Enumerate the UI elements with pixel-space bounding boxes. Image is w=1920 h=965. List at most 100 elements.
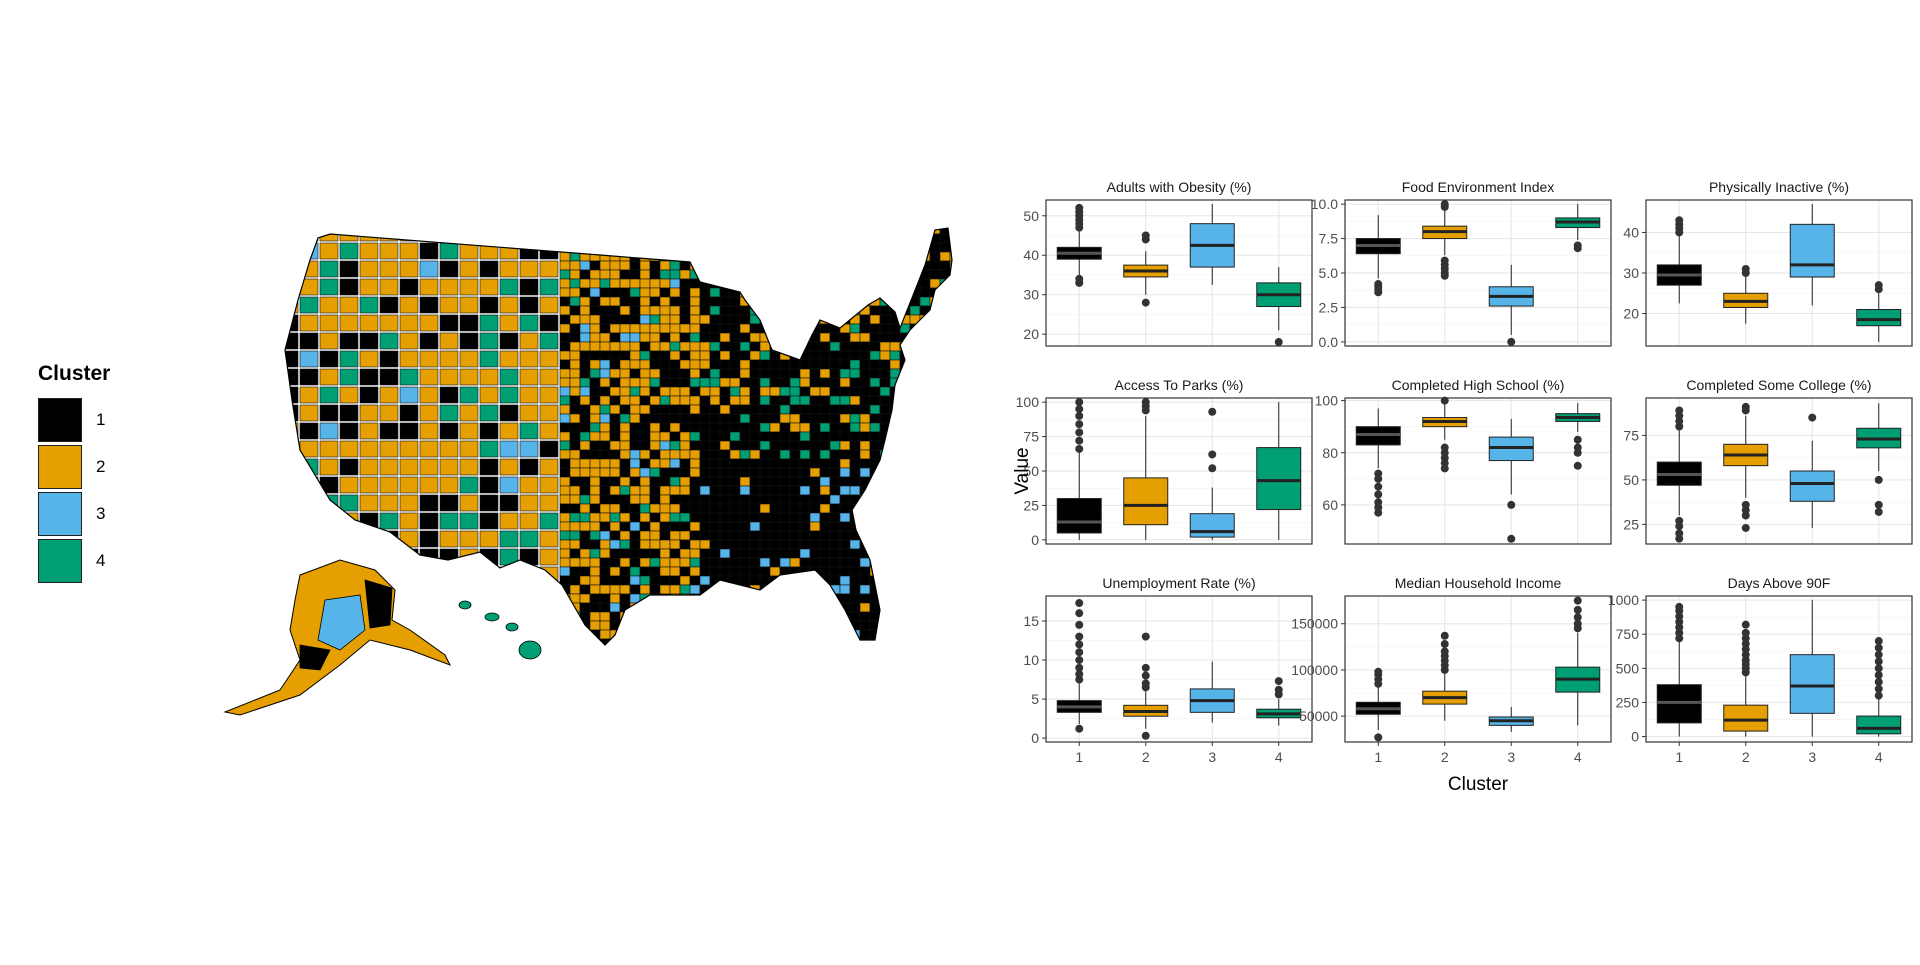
outlier-point — [1440, 200, 1449, 209]
alaska — [223, 559, 452, 716]
box-cluster-1 — [1056, 398, 1102, 540]
outlier-point — [1507, 534, 1516, 543]
y-tick-label: 75 — [1023, 429, 1039, 445]
box-cluster-4 — [1256, 677, 1302, 726]
outlier-point — [1675, 216, 1684, 225]
y-tick-label: 20 — [1023, 326, 1039, 342]
box-cluster-2 — [1123, 398, 1169, 540]
facet-title-4: Access To Parks (%) — [1115, 377, 1244, 393]
legend-item-3: 3 — [38, 490, 148, 537]
y-tick-label: 1000 — [1608, 592, 1639, 608]
gridlines — [1046, 200, 1312, 346]
outlier-point — [1075, 724, 1084, 733]
legend-swatch-4 — [38, 538, 82, 583]
facet-3: Physically Inactive (%) 20 30 40 — [1623, 179, 1913, 347]
legend-label-2: 2 — [96, 456, 106, 476]
legend-item-2: 2 — [38, 443, 148, 490]
box-cluster-4 — [1256, 267, 1302, 347]
box-body — [1723, 704, 1769, 732]
box-body — [1056, 498, 1102, 534]
facet-5: Completed High School (%) 60 80 100 — [1315, 377, 1612, 545]
outlier-point — [1075, 648, 1084, 657]
y-tick-label: 40 — [1623, 224, 1639, 240]
outlier-point — [1573, 613, 1582, 622]
outlier-point — [1374, 469, 1383, 478]
outlier-point — [1141, 671, 1150, 680]
x-tick-label: 1 — [1374, 749, 1382, 765]
box-cluster-3 — [1189, 407, 1235, 540]
outlier-point — [1675, 406, 1684, 415]
outlier-point — [1075, 274, 1084, 283]
outlier-point — [1374, 280, 1383, 289]
cluster-legend: Cluster 1 2 3 4 — [38, 362, 148, 584]
outlier-point — [1675, 602, 1684, 611]
box-cluster-1 — [1355, 667, 1401, 742]
box-cluster-2 — [1422, 396, 1468, 473]
x-tick-label: 2 — [1142, 749, 1150, 765]
outlier-point — [1075, 398, 1084, 407]
y-tick-label: 10.0 — [1311, 196, 1338, 212]
outlier-point — [1440, 631, 1449, 640]
box-body — [1856, 309, 1902, 327]
x-tick-label: 4 — [1875, 749, 1883, 765]
box-cluster-3 — [1488, 264, 1534, 346]
outlier-point — [1075, 599, 1084, 608]
facet-title-9: Days Above 90F — [1728, 575, 1831, 591]
box-body — [1789, 654, 1835, 714]
outlier-point — [1141, 663, 1150, 672]
legend-label-4: 4 — [96, 550, 106, 570]
box-cluster-2 — [1723, 264, 1769, 324]
facet-2: Food Environment Index 0.0 2.5 5.0 7.5 10.0 — [1311, 179, 1612, 350]
outlier-point — [1440, 256, 1449, 265]
outlier-point — [1573, 461, 1582, 470]
outlier-point — [1208, 407, 1217, 416]
box-cluster-2 — [1723, 620, 1769, 737]
outlier-point — [1874, 677, 1883, 686]
y-tick-label: 100000 — [1291, 662, 1338, 678]
outlier-point — [1573, 619, 1582, 628]
y-tick-label: 750 — [1616, 626, 1640, 642]
x-tick-label: 2 — [1441, 749, 1449, 765]
box-cluster-1 — [1056, 203, 1102, 287]
y-tick-label: 10 — [1023, 652, 1039, 668]
outlier-point — [1141, 679, 1150, 688]
box-cluster-3 — [1189, 203, 1235, 285]
outlier-point — [1573, 605, 1582, 614]
box-cluster-3 — [1789, 204, 1835, 306]
y-tick-label: 25 — [1023, 497, 1039, 513]
x-tick-label: 3 — [1208, 749, 1216, 765]
outlier-point — [1440, 647, 1449, 656]
outlier-point — [1141, 632, 1150, 641]
panel-border — [1045, 199, 1313, 347]
outlier-point — [1075, 420, 1084, 429]
box-body — [1256, 447, 1302, 511]
outlier-point — [1374, 482, 1383, 491]
box-cluster-1 — [1355, 215, 1401, 297]
box-cluster-3 — [1789, 600, 1835, 737]
y-tick-label: 0.0 — [1319, 334, 1339, 350]
panel-border — [1645, 397, 1913, 545]
box-cluster-3 — [1488, 706, 1534, 732]
facet-title-7: Unemployment Rate (%) — [1102, 575, 1255, 591]
outlier-point — [1075, 405, 1084, 414]
y-tick-label: 80 — [1322, 445, 1338, 461]
y-tick-label: 2.5 — [1319, 299, 1339, 315]
y-tick-label: 500 — [1616, 660, 1640, 676]
y-axis-title: Value — [1012, 447, 1033, 494]
outlier-point — [1573, 596, 1582, 605]
y-tick-label: 15 — [1023, 613, 1039, 629]
box-cluster-4 — [1856, 637, 1902, 737]
y-tick-label: 0 — [1031, 532, 1039, 548]
x-tick-label: 1 — [1675, 749, 1683, 765]
outlier-point — [1573, 443, 1582, 452]
outlier-point — [1741, 402, 1750, 411]
facet-9: Days Above 90F 0 250 500 750 1000 1 2 3 4 — [1608, 575, 1913, 765]
outlier-point — [1874, 691, 1883, 700]
outlier-point — [1075, 411, 1084, 420]
outlier-point — [1507, 337, 1516, 346]
box-cluster-2 — [1123, 231, 1169, 307]
outlier-point — [1874, 507, 1883, 516]
us-outline — [284, 227, 953, 646]
outlier-point — [1075, 675, 1084, 684]
panel-border — [1645, 595, 1913, 743]
